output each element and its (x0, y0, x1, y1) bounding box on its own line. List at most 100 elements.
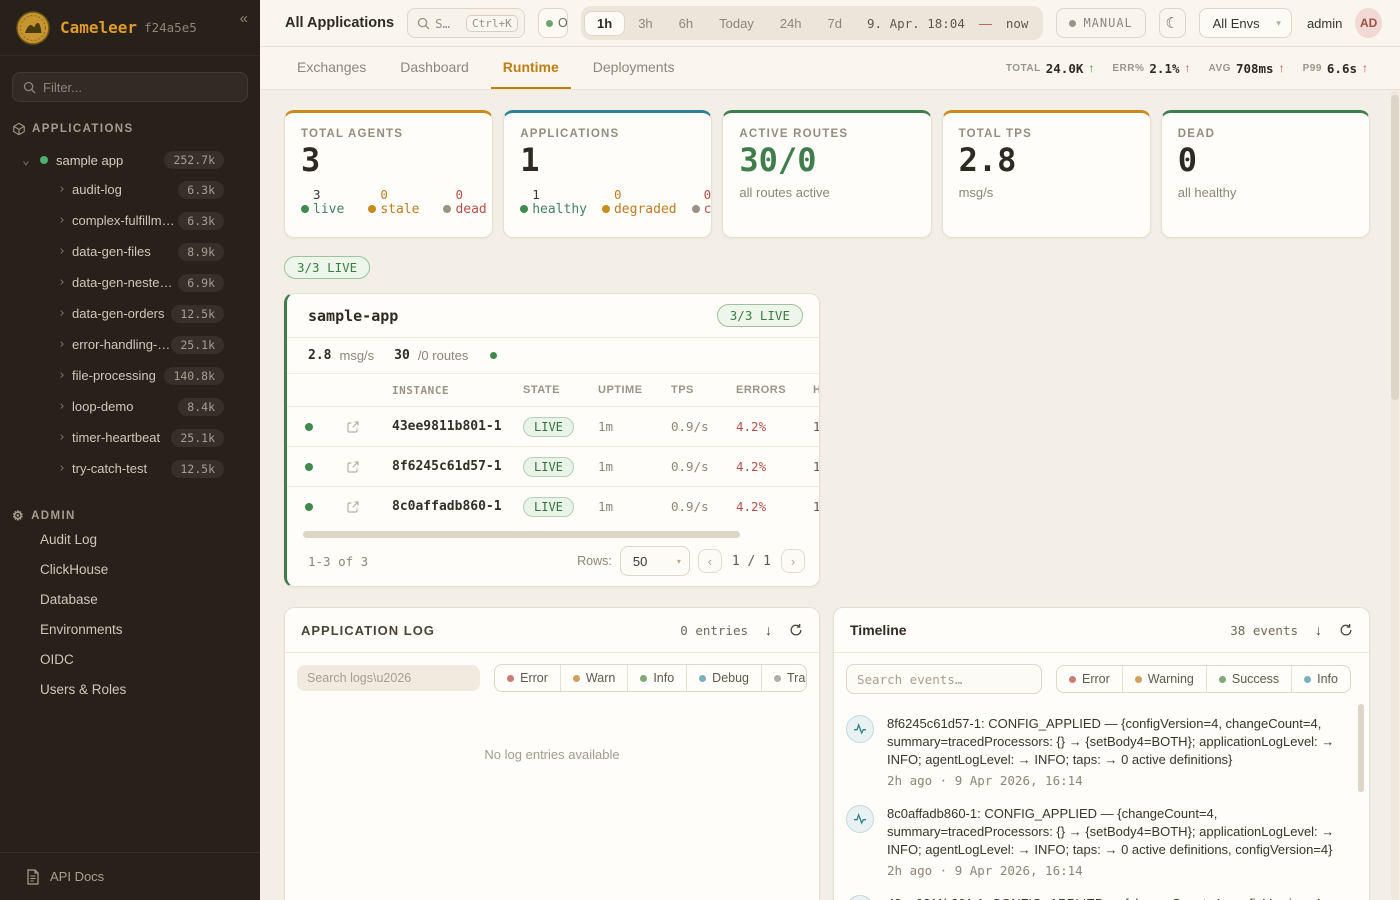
chevron-right-icon[interactable]: › (58, 306, 66, 321)
scrollbar-thumb[interactable] (1391, 95, 1399, 400)
log-search-input[interactable] (307, 671, 471, 685)
refresh-icon[interactable] (1339, 623, 1353, 637)
page-scrollbar[interactable] (1391, 91, 1399, 900)
filter-chip-info[interactable]: Info (1291, 666, 1350, 692)
col-errors: ERRORS (736, 384, 787, 396)
chevron-right-icon[interactable]: › (58, 337, 66, 352)
sidebar-item-database[interactable]: Database (40, 591, 98, 607)
chevron-right-icon[interactable]: › (58, 213, 66, 228)
filter-chip-trace[interactable]: Trace (761, 665, 806, 691)
sidebar-item-timer-heartbeat[interactable]: › timer-heartbeat 25.1k (0, 422, 260, 453)
filter-input[interactable] (43, 79, 237, 95)
stat-avg-latency: AVG 708ms ↑ (1209, 61, 1285, 76)
table-row[interactable]: 43ee9811b801-1 LIVE 1m 0.9/s 4.2% 1 (287, 406, 819, 446)
filter-chip-info[interactable]: Info (627, 665, 686, 691)
global-search-input[interactable] (435, 15, 462, 31)
instance-id: 8c0affadb860-1 (392, 499, 502, 514)
timeline-scrollbar[interactable] (1358, 704, 1364, 792)
manual-refresh-button[interactable]: MANUAL (1056, 8, 1146, 38)
time-range-24h[interactable]: 24h (779, 15, 802, 31)
refresh-icon[interactable] (789, 623, 803, 637)
sidebar-item-loop-demo[interactable]: › loop-demo 8.4k (0, 391, 260, 422)
chevron-right-icon[interactable]: › (58, 430, 66, 445)
sidebar-item-clickhouse[interactable]: ClickHouse (40, 561, 109, 577)
chevron-right-icon[interactable]: › (58, 368, 66, 383)
sidebar-item-audit-log[interactable]: › audit-log 6.3k (0, 174, 260, 205)
sidebar-item-complex-fulfillment[interactable]: › complex-fulfillm… 6.3k (0, 205, 260, 236)
filter-chip-success[interactable]: Success (1205, 666, 1291, 692)
collapse-sidebar-button[interactable]: « (239, 10, 248, 27)
state-badge: LIVE (523, 456, 574, 477)
sidebar-item-sample-app[interactable]: ⌄ sample app 252.7k (0, 146, 260, 174)
api-docs-label: API Docs (50, 869, 105, 884)
sidebar-item-file-processing[interactable]: › file-processing 140.8k (0, 360, 260, 391)
tab-runtime[interactable]: Runtime (490, 47, 571, 89)
status-dot (305, 422, 313, 431)
tab-dashboard[interactable]: Dashboard (400, 59, 469, 75)
online-status-button[interactable]: O (538, 8, 569, 38)
avatar[interactable]: AD (1355, 8, 1382, 38)
tab-exchanges[interactable]: Exchanges (297, 59, 367, 75)
next-page-button[interactable]: › (781, 549, 805, 573)
chevron-down-icon[interactable]: ⌄ (22, 152, 30, 168)
rows-per-page-select[interactable]: 50 ▾ (619, 546, 690, 576)
sidebar-item-oidc[interactable]: OIDC (40, 651, 74, 667)
sidebar-item-error-handling[interactable]: › error-handling-… 25.1k (0, 329, 260, 360)
time-range-1h[interactable]: 1h (584, 10, 626, 36)
filter-chip-warn[interactable]: Warn (559, 665, 627, 691)
download-icon[interactable]: ↓ (1315, 622, 1322, 638)
chevron-right-icon[interactable]: › (58, 244, 66, 259)
timeline-event[interactable]: 8f6245c61d57-1: CONFIG_APPLIED — {config… (846, 715, 1349, 788)
page-title: All Applications (285, 15, 395, 31)
range-start-value[interactable]: 9. Apr. 18:04 (867, 15, 965, 31)
sidebar-item-try-catch-test[interactable]: › try-catch-test 12.5k (0, 453, 260, 484)
filter-chip-debug[interactable]: Debug (686, 665, 761, 691)
sidebar-item-data-gen-files[interactable]: › data-gen-files 8.9k (0, 236, 260, 267)
external-link-icon[interactable] (331, 420, 375, 434)
environment-select[interactable]: All Envs ▾ (1198, 8, 1292, 38)
filter-chip-error[interactable]: Error (495, 665, 560, 691)
app-title: Cameleer (60, 18, 138, 37)
stat-label: AVG (1208, 62, 1231, 74)
timeline-panel-header: Timeline 38 events ↓ (834, 608, 1369, 653)
global-search-box[interactable]: Ctrl+K (407, 8, 526, 38)
uptime-value: 1m (598, 419, 614, 434)
sidebar-header: Cameleer f24a5e5 « (0, 0, 260, 56)
sidebar-item-audit-log-admin[interactable]: Audit Log (40, 531, 98, 547)
timeline-search-box[interactable] (846, 664, 1042, 694)
filter-chip-warning[interactable]: Warning (1121, 666, 1206, 692)
filter-chip-error[interactable]: Error (1057, 666, 1122, 692)
horizontal-scrollbar[interactable] (303, 531, 740, 538)
range-end-value[interactable]: now (1005, 15, 1029, 31)
external-link-icon[interactable] (331, 460, 375, 474)
sidebar-item-environments[interactable]: Environments (40, 621, 123, 637)
sidebar-item-data-gen-nested[interactable]: › data-gen-neste… 6.9k (0, 267, 260, 298)
log-search-box[interactable] (297, 665, 481, 691)
tab-deployments[interactable]: Deployments (592, 59, 675, 75)
time-range-7d[interactable]: 7d (827, 15, 843, 31)
sidebar-filter-input[interactable] (12, 72, 248, 102)
download-icon[interactable]: ↓ (765, 622, 772, 638)
api-docs-link[interactable]: API Docs (0, 852, 260, 900)
sidebar-item-data-gen-orders[interactable]: › data-gen-orders 12.5k (0, 298, 260, 329)
chevron-right-icon[interactable]: › (58, 399, 66, 414)
prev-page-button[interactable]: ‹ (697, 549, 722, 573)
dark-mode-toggle[interactable]: ☾ (1158, 8, 1186, 38)
external-link-icon[interactable] (331, 500, 375, 514)
timeline-event[interactable]: 43ee9811b801-1: CONFIG_APPLIED — {change… (846, 894, 1349, 900)
chevron-right-icon[interactable]: › (58, 275, 66, 290)
live-summary-badge[interactable]: 3/3 LIVE (284, 256, 371, 279)
chevron-right-icon[interactable]: › (58, 182, 66, 197)
time-range-3h[interactable]: 3h (638, 15, 653, 31)
tree-item-label: try-catch-test (72, 461, 148, 476)
timeline-search-input[interactable] (857, 671, 1031, 687)
timeline-event[interactable]: 8c0affadb860-1: CONFIG_APPLIED — {change… (846, 804, 1349, 878)
info-dot (640, 674, 648, 682)
table-row[interactable]: 8f6245c61d57-1 LIVE 1m 0.9/s 4.2% 1 (287, 446, 819, 486)
sidebar-item-users-roles[interactable]: Users & Roles (40, 681, 127, 697)
time-range-today[interactable]: Today (719, 15, 754, 31)
instances-table: INSTANCE STATE UPTIME TPS ERRORS H 43ee9… (287, 374, 819, 526)
table-row[interactable]: 8c0affadb860-1 LIVE 1m 0.9/s 4.2% 1 (287, 486, 819, 526)
chevron-right-icon[interactable]: › (58, 461, 66, 476)
time-range-6h[interactable]: 6h (678, 15, 694, 31)
